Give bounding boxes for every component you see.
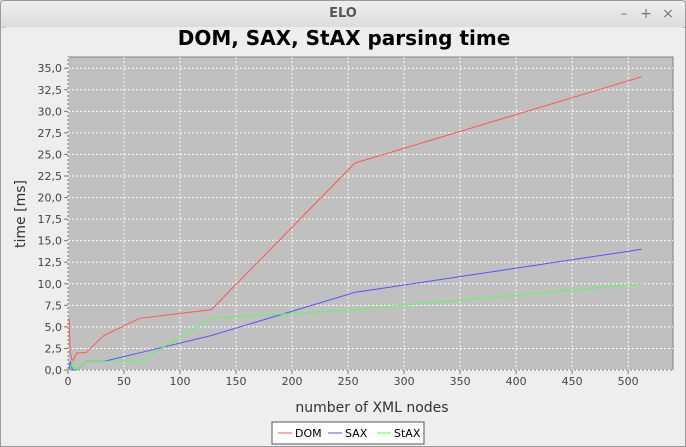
y-axis-label: time [ms] [13, 180, 29, 248]
y-tick-label: 7,5 [45, 299, 63, 312]
line-chart: DOM, SAX, StAX parsing time 0,0 2,5 5,0 7,5… [13, 26, 674, 445]
legend-label-sax: SAX [345, 427, 368, 440]
y-tick-label: 2,5 [45, 342, 63, 355]
y-tick-label: 10,0 [38, 278, 63, 291]
chart-panel: DOM, SAX, StAX parsing time 0,0 2,5 5,0 7,5… [6, 26, 682, 446]
x-tick-label: 250 [338, 375, 359, 388]
y-tick-label: 20,0 [38, 192, 63, 205]
legend-label-stax: StAX [394, 427, 421, 440]
series-line-dom [68, 76, 642, 363]
x-tick-label: 100 [170, 375, 191, 388]
x-tick-label: 400 [506, 375, 527, 388]
x-tick-label: 350 [450, 375, 471, 388]
y-tick-label: 27,5 [38, 127, 63, 140]
legend: DOM SAX StAX [271, 421, 425, 445]
y-tick-label: 22,5 [38, 170, 63, 183]
y-tick-label: 0,0 [45, 364, 63, 377]
series-lines [68, 76, 642, 371]
series-line-stax [69, 283, 642, 371]
y-tick-label: 32,5 [38, 84, 63, 97]
x-tick-label: 50 [117, 375, 131, 388]
y-tick-label: 12,5 [38, 256, 63, 269]
title-bar[interactable]: ELO – + × [1, 1, 685, 28]
x-tick-label: 150 [226, 375, 247, 388]
x-axis: 0 50 100 150 200 250 300 350 400 450 500 [65, 370, 639, 388]
maximize-button[interactable]: + [640, 6, 652, 22]
x-tick-label: 450 [562, 375, 583, 388]
x-tick-label: 300 [394, 375, 415, 388]
y-tick-label: 17,5 [38, 213, 63, 226]
legend-label-dom: DOM [295, 427, 322, 440]
legend-box [271, 421, 425, 445]
y-tick-label: 35,0 [38, 62, 63, 75]
y-tick-label: 15,0 [38, 235, 63, 248]
x-axis-label: number of XML nodes [295, 400, 448, 416]
y-tick-label: 5,0 [45, 321, 63, 334]
x-tick-label: 200 [282, 375, 303, 388]
gridlines [67, 57, 673, 371]
minimize-button[interactable]: – [620, 6, 628, 22]
y-tick-label: 30,0 [38, 105, 63, 118]
y-tick-label: 25,0 [38, 148, 63, 161]
x-tick-label: 0 [65, 375, 72, 388]
close-button[interactable]: × [662, 6, 674, 22]
chart-title: DOM, SAX, StAX parsing time [178, 27, 511, 50]
plot-area [67, 56, 674, 371]
y-axis: 0,0 2,5 5,0 7,5 10,0 12,5 15,0 17,5 20,0 22,5 25,0… [38, 62, 68, 377]
x-tick-label: 500 [618, 375, 639, 388]
window-title: ELO [329, 6, 357, 21]
